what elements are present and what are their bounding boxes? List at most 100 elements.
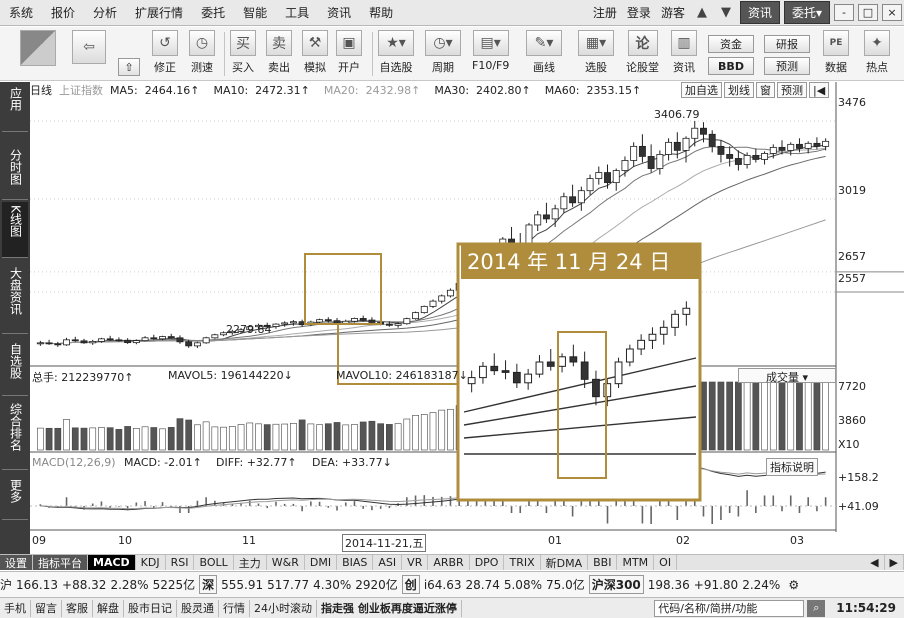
tree-icon[interactable]: ▲ <box>696 5 707 20</box>
menu-news[interactable]: 资讯 <box>327 6 352 20</box>
period-button[interactable]: ◷▾ 周期 <box>425 30 461 78</box>
status-market-commentary[interactable]: 解盘 <box>93 599 124 617</box>
sidetab-watchlist[interactable]: 自选股 <box>2 340 28 396</box>
ma30-value: 2402.80↑ <box>476 83 531 97</box>
tab-scroll-right-button[interactable]: ▶ <box>885 555 904 570</box>
maximize-button[interactable]: □ <box>858 4 878 21</box>
status-service[interactable]: 客服 <box>62 599 93 617</box>
status-24h-news[interactable]: 24小时滚动 <box>250 599 317 617</box>
tab-scroll-left-button[interactable]: ◀ <box>865 555 885 570</box>
tab-settings[interactable]: 设置 <box>0 555 33 570</box>
tab-dmi[interactable]: DMI <box>305 555 338 570</box>
watchlist-button[interactable]: ★▾ 自选股 <box>378 30 414 78</box>
indicator-info-button[interactable]: 指标说明 <box>766 458 818 476</box>
menu-help[interactable]: 帮助 <box>369 6 394 20</box>
research-button[interactable]: 研报 <box>764 35 810 53</box>
tab-indicator-platform[interactable]: 指标平台 <box>33 555 88 570</box>
kline-chart-svg[interactable] <box>30 82 904 554</box>
candle-body <box>89 341 97 344</box>
tab-bias[interactable]: BIAS <box>337 555 374 570</box>
news-button[interactable]: 资讯 <box>739 1 780 24</box>
price-axis-label: 2557 <box>838 272 866 285</box>
forum-button[interactable]: 论 论股堂 <box>626 30 659 78</box>
draw-line-button[interactable]: ✎▾ 画线 <box>526 30 562 78</box>
menu-analysis[interactable]: 分析 <box>93 6 118 20</box>
menu-smart[interactable]: 智能 <box>243 6 268 20</box>
tab-new-dma[interactable]: 新DMA <box>541 555 589 570</box>
tab-arbr[interactable]: ARBR <box>428 555 470 570</box>
volume-bar <box>787 381 795 451</box>
pe-icon: PE <box>823 30 849 56</box>
status-stock-diary[interactable]: 股市日记 <box>124 599 177 617</box>
status-mobile[interactable]: 手机 <box>0 599 31 617</box>
status-quotes[interactable]: 行情 <box>219 599 250 617</box>
tab-boll[interactable]: BOLL <box>194 555 234 570</box>
back-button[interactable]: ⇦ <box>72 30 106 78</box>
tab-asi[interactable]: ASI <box>373 555 403 570</box>
data-button[interactable]: PE 数据 <box>823 30 849 78</box>
news-tool-button[interactable]: ▥ 资讯 <box>671 30 697 78</box>
register-link[interactable]: 注册 <box>592 6 617 20</box>
jump-start-button[interactable]: |◀ <box>809 82 830 98</box>
menu-trade[interactable]: 委托 <box>201 6 226 20</box>
speed-test-button[interactable]: ◷ 测速 <box>189 30 215 78</box>
cursor-date-label: 2014-11-21,五 <box>342 534 427 552</box>
menu-extended-quote[interactable]: 扩展行情 <box>135 6 184 20</box>
sidetab-apps[interactable]: 应用 <box>2 84 28 132</box>
volume-bar <box>761 381 768 451</box>
forecast-button[interactable]: 预测 <box>764 57 810 75</box>
menu-quote[interactable]: 报价 <box>51 6 76 20</box>
window-button[interactable]: 窗 <box>756 82 775 98</box>
buy-button[interactable]: 买 买入 <box>230 30 256 78</box>
tab-main-force[interactable]: 主力 <box>234 555 267 570</box>
menu-system[interactable]: 系统 <box>9 6 34 20</box>
shirt-icon[interactable]: ▼ <box>720 5 731 20</box>
tab-rsi[interactable]: RSI <box>166 555 195 570</box>
tab-dpo[interactable]: DPO <box>470 555 505 570</box>
sidetab-kline[interactable]: K线图 <box>2 202 28 258</box>
trade-dropdown-button[interactable]: 委托▾ <box>783 1 830 24</box>
simulate-button[interactable]: ⚒ 模拟 <box>302 30 328 78</box>
login-link[interactable]: 登录 <box>626 6 651 20</box>
news-headline[interactable]: 指走强 创业板再度逼近涨停 <box>317 599 462 617</box>
f10-button[interactable]: ▤▾ F10/F9 <box>472 30 509 78</box>
tab-trix[interactable]: TRIX <box>504 555 541 570</box>
ticker-sh-label: 沪 <box>0 578 13 592</box>
tab-wr[interactable]: W&R <box>267 555 305 570</box>
fund-button[interactable]: 资金 <box>708 35 754 53</box>
menu-tools[interactable]: 工具 <box>285 6 310 20</box>
candle-body <box>604 172 611 184</box>
sidetab-more[interactable]: 更多 <box>2 476 28 520</box>
guest-link[interactable]: 游客 <box>660 6 685 20</box>
layout-button[interactable] <box>20 30 56 78</box>
revise-button[interactable]: ↺ 修正 <box>152 30 178 78</box>
chart-forecast-button[interactable]: 预测 <box>777 82 807 98</box>
draw-button[interactable]: 划线 <box>724 82 754 98</box>
stock-picker-button[interactable]: ▦▾ 选股 <box>578 30 614 78</box>
tab-mtm[interactable]: MTM <box>617 555 655 570</box>
chart-area[interactable]: 日线 上证指数 MA5: 2464.16↑ MA10: 2472.31↑ MA20:… <box>30 82 904 554</box>
search-icon[interactable]: ⌕ <box>807 599 826 617</box>
tab-bbi[interactable]: BBI <box>588 555 618 570</box>
status-stock-link[interactable]: 股灵通 <box>177 599 219 617</box>
open-account-button[interactable]: ▣ 开户 <box>336 30 362 78</box>
sidetab-intraday[interactable]: 分时图 <box>2 146 28 200</box>
tab-macd[interactable]: MACD <box>88 555 136 570</box>
minimize-button[interactable]: - <box>834 4 854 21</box>
hotspot-button[interactable]: ✦ 热点 <box>864 30 890 78</box>
close-button[interactable]: × <box>882 4 902 21</box>
volume-menu-select[interactable]: 成交量 ▾ <box>738 368 836 384</box>
tab-oi[interactable]: OI <box>654 555 678 570</box>
tab-kdj[interactable]: KDJ <box>136 555 166 570</box>
scroll-up-button[interactable]: ⇧ <box>118 58 140 76</box>
status-message[interactable]: 留言 <box>31 599 62 617</box>
tab-vr[interactable]: VR <box>402 555 429 570</box>
volume-bar <box>63 419 70 451</box>
settings-icon[interactable]: ⚙ <box>788 577 800 592</box>
sell-button[interactable]: 卖 卖出 <box>266 30 292 78</box>
add-watchlist-button[interactable]: 加自选 <box>681 82 722 98</box>
sidetab-ranking[interactable]: 综合排名 <box>2 400 28 470</box>
sidetab-market-news[interactable]: 大盘资讯 <box>2 264 28 334</box>
code-search-input[interactable]: 代码/名称/简拼/功能 <box>654 599 805 617</box>
bbd-button[interactable]: BBD <box>708 57 754 75</box>
